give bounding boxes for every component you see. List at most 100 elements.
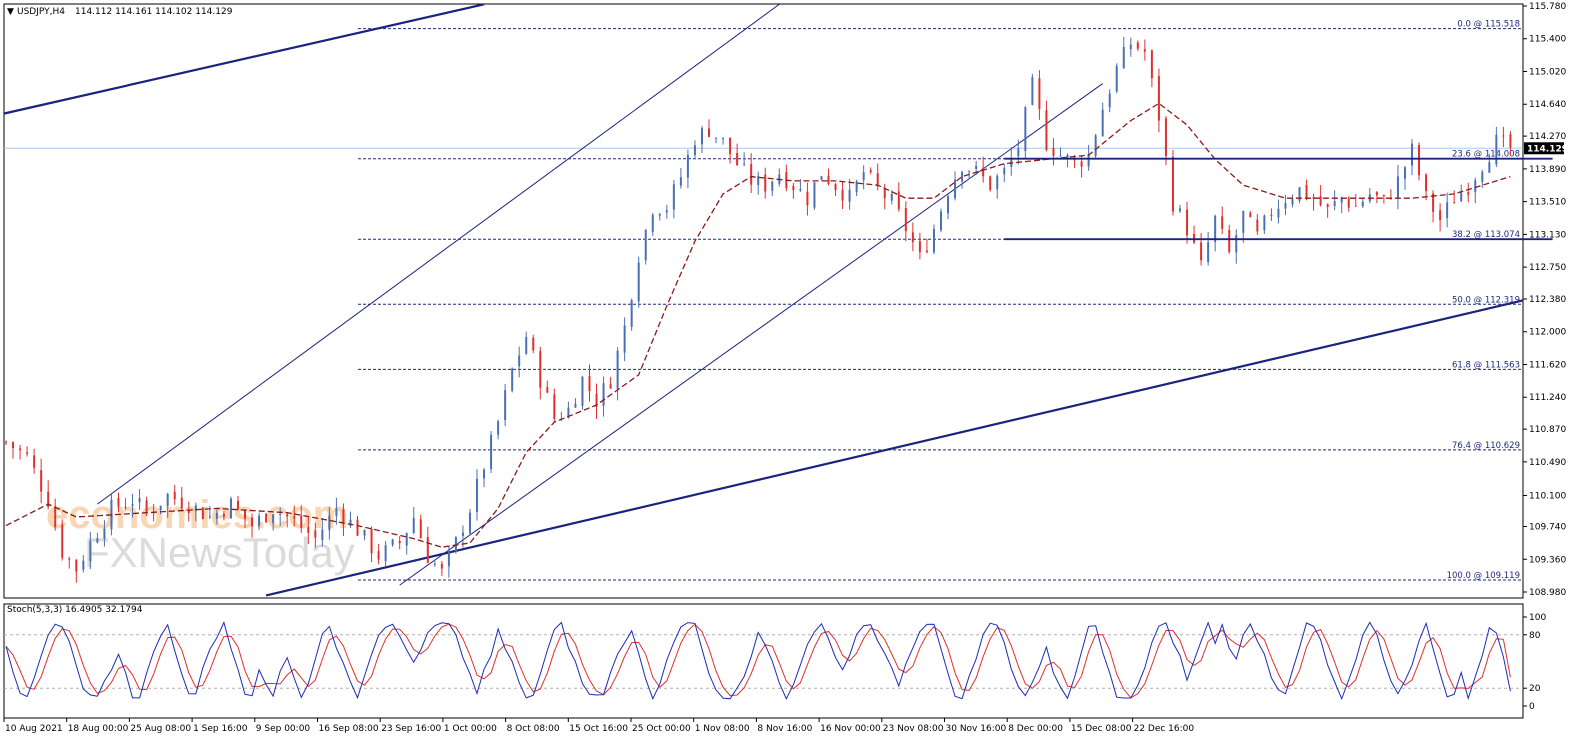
time-axis-label: 22 Dec 16:00	[1134, 724, 1195, 734]
candle-body	[138, 498, 141, 503]
candle-body	[349, 519, 352, 526]
candle-body	[947, 196, 950, 214]
stoch-axis-tick: 100	[1529, 613, 1546, 623]
candle-body	[1003, 168, 1006, 175]
candle-body	[363, 529, 366, 536]
candle-body	[370, 529, 373, 554]
candle-body	[103, 528, 106, 539]
candle-body	[518, 355, 521, 367]
candle-body	[771, 181, 774, 191]
candle-body	[1249, 212, 1252, 218]
candle-body	[1087, 154, 1090, 167]
chart-ohlc: 114.112 114.161 114.102 114.129	[75, 7, 233, 17]
candle-body	[124, 507, 127, 509]
price-axis-tick: 114.270	[1529, 132, 1566, 142]
candle-body	[1326, 204, 1329, 208]
candle-body	[1179, 208, 1182, 212]
candle-body	[180, 497, 183, 509]
candle-body	[251, 517, 254, 527]
time-axis-label: 10 Aug 2021	[5, 724, 63, 734]
fib-level-label: 61.8 @ 111.563	[1452, 360, 1520, 370]
time-axis: 10 Aug 2021 18 Aug 00:00 25 Aug 08:00 1 Sep…	[3, 718, 1195, 734]
stochastic-lines	[5, 621, 1511, 701]
candle-body	[1396, 176, 1399, 199]
candle-body	[876, 173, 879, 187]
candle-body	[26, 452, 29, 454]
candle-body	[504, 390, 507, 420]
candle-body	[1129, 44, 1132, 50]
candle-body	[96, 538, 99, 543]
candle-body	[1136, 42, 1139, 49]
candle-body	[1277, 208, 1280, 218]
candle-body	[911, 232, 914, 243]
candle-body	[194, 505, 197, 512]
trend-line	[4, 4, 485, 115]
stoch-pane[interactable]	[3, 603, 1524, 719]
candle-body	[841, 189, 844, 201]
candle-body	[1439, 210, 1442, 221]
candle-body	[468, 512, 471, 534]
candle-body	[398, 541, 401, 544]
stoch-main-line	[5, 621, 1511, 701]
moving-average-line	[5, 102, 1511, 548]
candle-body	[412, 517, 415, 533]
price-axis-tick: 108.980	[1529, 588, 1566, 598]
candle-body	[433, 563, 436, 565]
candle-body	[806, 191, 809, 206]
candle-body	[1038, 78, 1041, 109]
candle-body	[40, 470, 43, 492]
candle-body	[1502, 135, 1505, 137]
price-axis-tick: 110.490	[1529, 458, 1566, 468]
candle-body	[932, 228, 935, 253]
candle-body	[1164, 118, 1167, 157]
candle-body	[1354, 205, 1357, 207]
candle-body	[342, 509, 345, 525]
candle-body	[75, 559, 78, 572]
stoch-axis-tick: 0	[1529, 702, 1535, 712]
candle-body	[1333, 201, 1336, 206]
time-axis-label: 8 Nov 16:00	[757, 724, 812, 734]
price-axis-tick: 109.740	[1529, 523, 1566, 533]
price-pane[interactable]	[3, 3, 1524, 599]
fib-level-label: 0.0 @ 115.518	[1457, 20, 1520, 30]
candle-body	[1382, 194, 1385, 197]
candle-body	[813, 182, 816, 208]
candle-body	[5, 441, 7, 443]
time-axis-label: 1 Oct 00:00	[444, 724, 497, 734]
candle-body	[925, 250, 928, 253]
candle-body	[1284, 203, 1287, 209]
candle-body	[1474, 180, 1477, 193]
price-axis-tick: 111.620	[1529, 360, 1566, 370]
candle-body	[1488, 162, 1491, 173]
candle-body	[672, 184, 675, 210]
time-axis-label: 9 Sep 00:00	[256, 724, 311, 734]
time-axis-label: 1 Nov 08:00	[695, 724, 750, 734]
candle-body	[588, 375, 591, 392]
price-axis: 115.780 115.400 115.020 114.640 114.270 113.8…	[1523, 2, 1566, 598]
candle-body	[975, 165, 978, 169]
candle-body	[1186, 209, 1189, 236]
candle-body	[1305, 184, 1308, 199]
candle-body	[525, 337, 528, 354]
candle-body	[68, 558, 71, 560]
candle-body	[447, 550, 450, 567]
fib-level-label: 50.0 @ 112.319	[1452, 295, 1520, 305]
candle-body	[314, 530, 317, 538]
candle-body	[1312, 197, 1315, 199]
candle-body	[1059, 155, 1062, 157]
chevron-down-icon[interactable]: ▼	[7, 7, 14, 17]
candle-body	[490, 435, 493, 469]
time-axis-label: 23 Nov 08:00	[883, 724, 944, 734]
candle-body	[862, 172, 865, 181]
stoch-title: Stoch(5,3,3) 16.4905 32.1794	[7, 605, 143, 615]
candle-body	[1467, 192, 1470, 195]
chart-symbol: USDJPY,H4	[17, 7, 65, 17]
candle-body	[440, 563, 443, 569]
candle-body	[461, 532, 464, 536]
candle-body	[665, 210, 668, 213]
candle-body	[1425, 174, 1428, 191]
candle-body	[848, 189, 851, 202]
candle-body	[820, 176, 823, 180]
candle-body	[918, 240, 921, 253]
